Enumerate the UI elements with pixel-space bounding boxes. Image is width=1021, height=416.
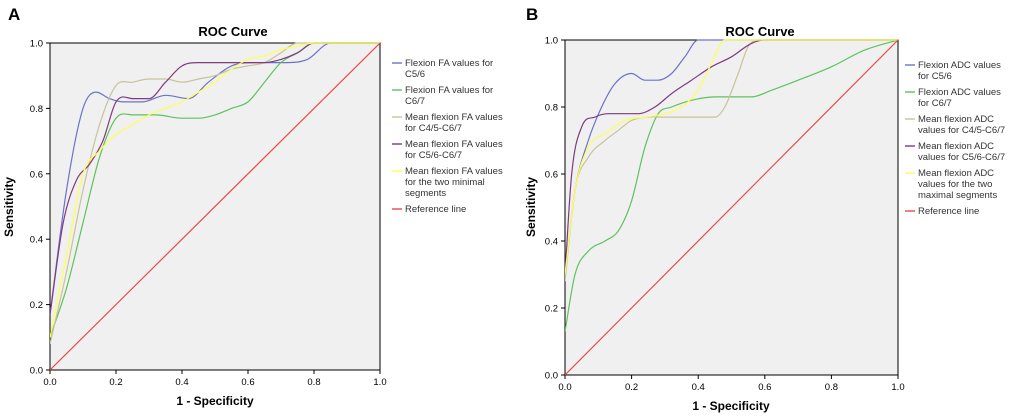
series-line-a-4 (50, 42, 380, 338)
legend-label-b-5: Reference line (918, 206, 979, 217)
x-tick-label: 0.2 (625, 382, 638, 393)
x-tick-label: 0.0 (558, 382, 571, 393)
series-line-a-5 (50, 42, 380, 371)
x-tick-label: 1.0 (891, 382, 904, 393)
y-tick-label: 0.0 (545, 371, 558, 382)
y-tick-label: 0.4 (30, 235, 43, 246)
y-tick-label: 0.8 (545, 103, 558, 114)
roc-panel-b: B ROC Curve 0.0 0.2 0.4 0.6 0.8 1.0 0.0 0.2 0.4 0.6… (524, 5, 1005, 413)
x-tick-label: 0.4 (692, 382, 705, 393)
series-line-b-1 (565, 39, 898, 332)
legend-label-b-0: Flexion ADC values for C5/6 (918, 60, 1001, 82)
legend-label-a-1: Flexion FA values for C6/7 (405, 85, 493, 107)
x-tick-label: 0.4 (175, 377, 188, 388)
y-tick-label: 1.0 (30, 39, 43, 50)
y-tick-label: 0.0 (30, 366, 43, 377)
y-tick-label: 0.6 (30, 169, 43, 180)
legend-label-b-4: Mean flexion ADC values for the two maxima… (918, 168, 997, 201)
x-tick-label: 0.2 (109, 377, 122, 388)
legend-label-b-2: Mean flexion ADC values for C4/5-C6/7 (918, 114, 1005, 136)
y-tick-label: 0.8 (30, 104, 43, 115)
x-axis-label-a: 1 - Specificity (176, 394, 254, 408)
legend-label-b-3: Mean flexion ADC values for C5/6-C6/7 (918, 141, 1005, 163)
chart-title-a: ROC Curve (198, 24, 267, 39)
series-line-b-4 (565, 39, 898, 275)
y-tick-label: 0.2 (545, 304, 558, 315)
chart-title-b: ROC Curve (725, 24, 794, 39)
y-tick-label: 0.6 (545, 170, 558, 181)
y-tick-label: 0.4 (545, 237, 558, 248)
legend-label-a-3: Mean flexion FA values for C5/6-C6/7 (405, 139, 503, 161)
x-tick-label: 1.0 (373, 377, 386, 388)
series-line-a-3 (50, 42, 380, 315)
series-line-a-0 (50, 42, 380, 315)
x-tick-label: 0.6 (758, 382, 771, 393)
x-tick-label: 0.6 (241, 377, 254, 388)
y-axis-label-b: Sensitivity (524, 177, 538, 237)
x-tick-label: 0.0 (43, 377, 56, 388)
x-axis-label-b: 1 - Specificity (692, 399, 770, 413)
x-tick-label: 0.8 (307, 377, 320, 388)
y-tick-label: 1.0 (545, 36, 558, 47)
series-line-a-2 (50, 42, 380, 344)
legend-label-a-4: Mean flexion FA values for the two minima… (405, 166, 503, 199)
legend-label-a-5: Reference line (405, 204, 466, 215)
x-tick-label: 0.8 (825, 382, 838, 393)
y-tick-label: 0.2 (30, 300, 43, 311)
panel-label-a: A (8, 5, 20, 24)
legend-label-b-1: Flexion ADC values for C6/7 (918, 87, 1001, 109)
legend-label-a-2: Mean flexion FA values for C4/5-C6/7 (405, 112, 503, 134)
roc-panel-a: A ROC Curve 0.0 0.2 0.4 0.6 0.8 1.0 0.0 0.2 0.4 0.6… (2, 5, 503, 408)
series-line-b-5 (565, 39, 898, 376)
y-axis-label-a: Sensitivity (2, 177, 16, 237)
legend-label-a-0: Flexion FA values for C5/6 (405, 58, 493, 80)
panel-label-b: B (526, 5, 538, 24)
